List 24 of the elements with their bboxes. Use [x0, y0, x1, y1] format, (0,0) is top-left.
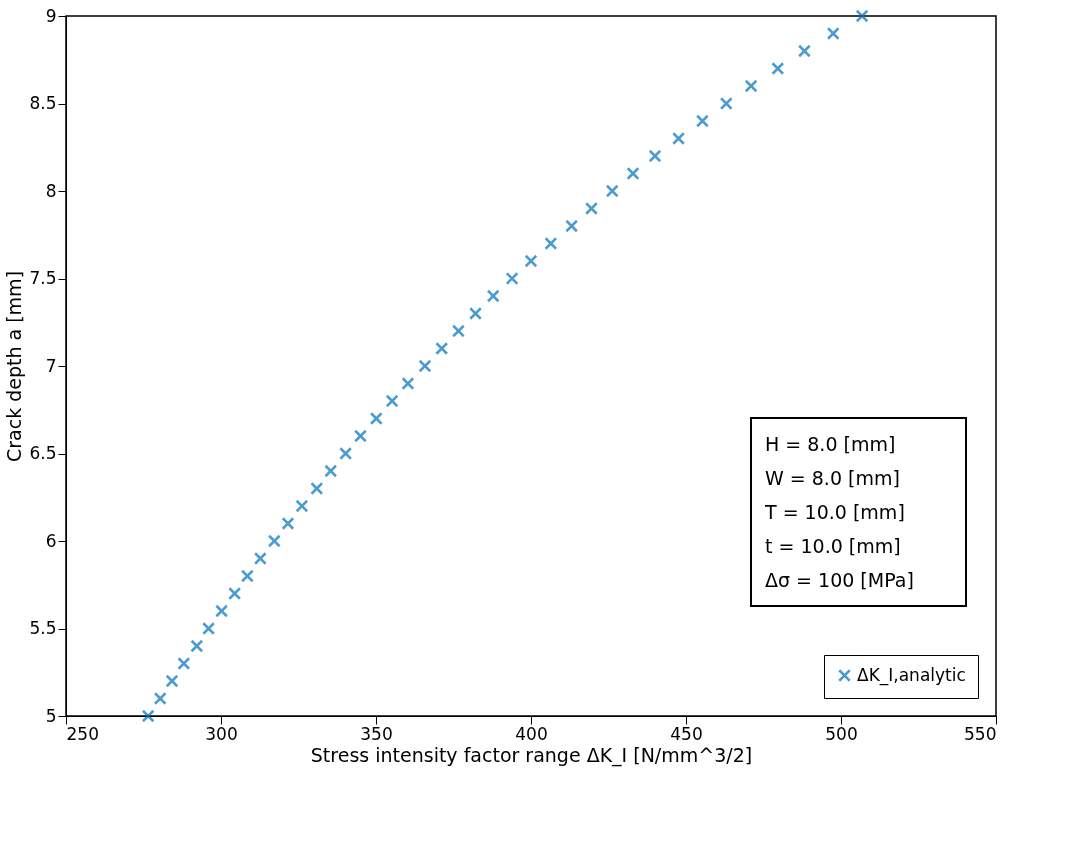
legend-label: ΔK_I,analytic	[857, 664, 966, 686]
y-tick-label: 7.5	[29, 268, 57, 288]
x-tick-label: 400	[515, 723, 548, 744]
y-tick-label: 8.5	[29, 93, 57, 113]
x-tick-label: 450	[670, 723, 703, 744]
x-tick-label: 250	[66, 723, 99, 744]
y-tick-label: 7	[45, 355, 57, 376]
x-tick-label: 300	[205, 723, 238, 744]
y-axis-title: Crack depth a [mm]	[3, 270, 26, 463]
y-tick-label: 5	[45, 705, 57, 726]
annotation: W = 8.0 [mm]	[765, 467, 900, 489]
y-tick-label: 6.5	[29, 443, 57, 463]
x-tick-label: 550	[964, 723, 997, 744]
x-tick-label: 350	[360, 723, 393, 744]
annotation: H = 8.0 [mm]	[765, 433, 896, 455]
annotation: t = 10.0 [mm]	[765, 535, 901, 557]
x-tick-label: 500	[825, 723, 858, 744]
y-tick-label: 9	[45, 5, 57, 26]
annotation: Δσ = 100 [MPa]	[765, 569, 914, 591]
y-tick-label: 5.5	[29, 618, 57, 638]
y-tick-label: 6	[45, 530, 57, 551]
x-axis-title: Stress intensity factor range ΔK_I [N/mm^3/2]	[310, 743, 753, 767]
annotation: T = 10.0 [mm]	[764, 501, 905, 523]
y-tick-label: 8	[45, 180, 57, 201]
